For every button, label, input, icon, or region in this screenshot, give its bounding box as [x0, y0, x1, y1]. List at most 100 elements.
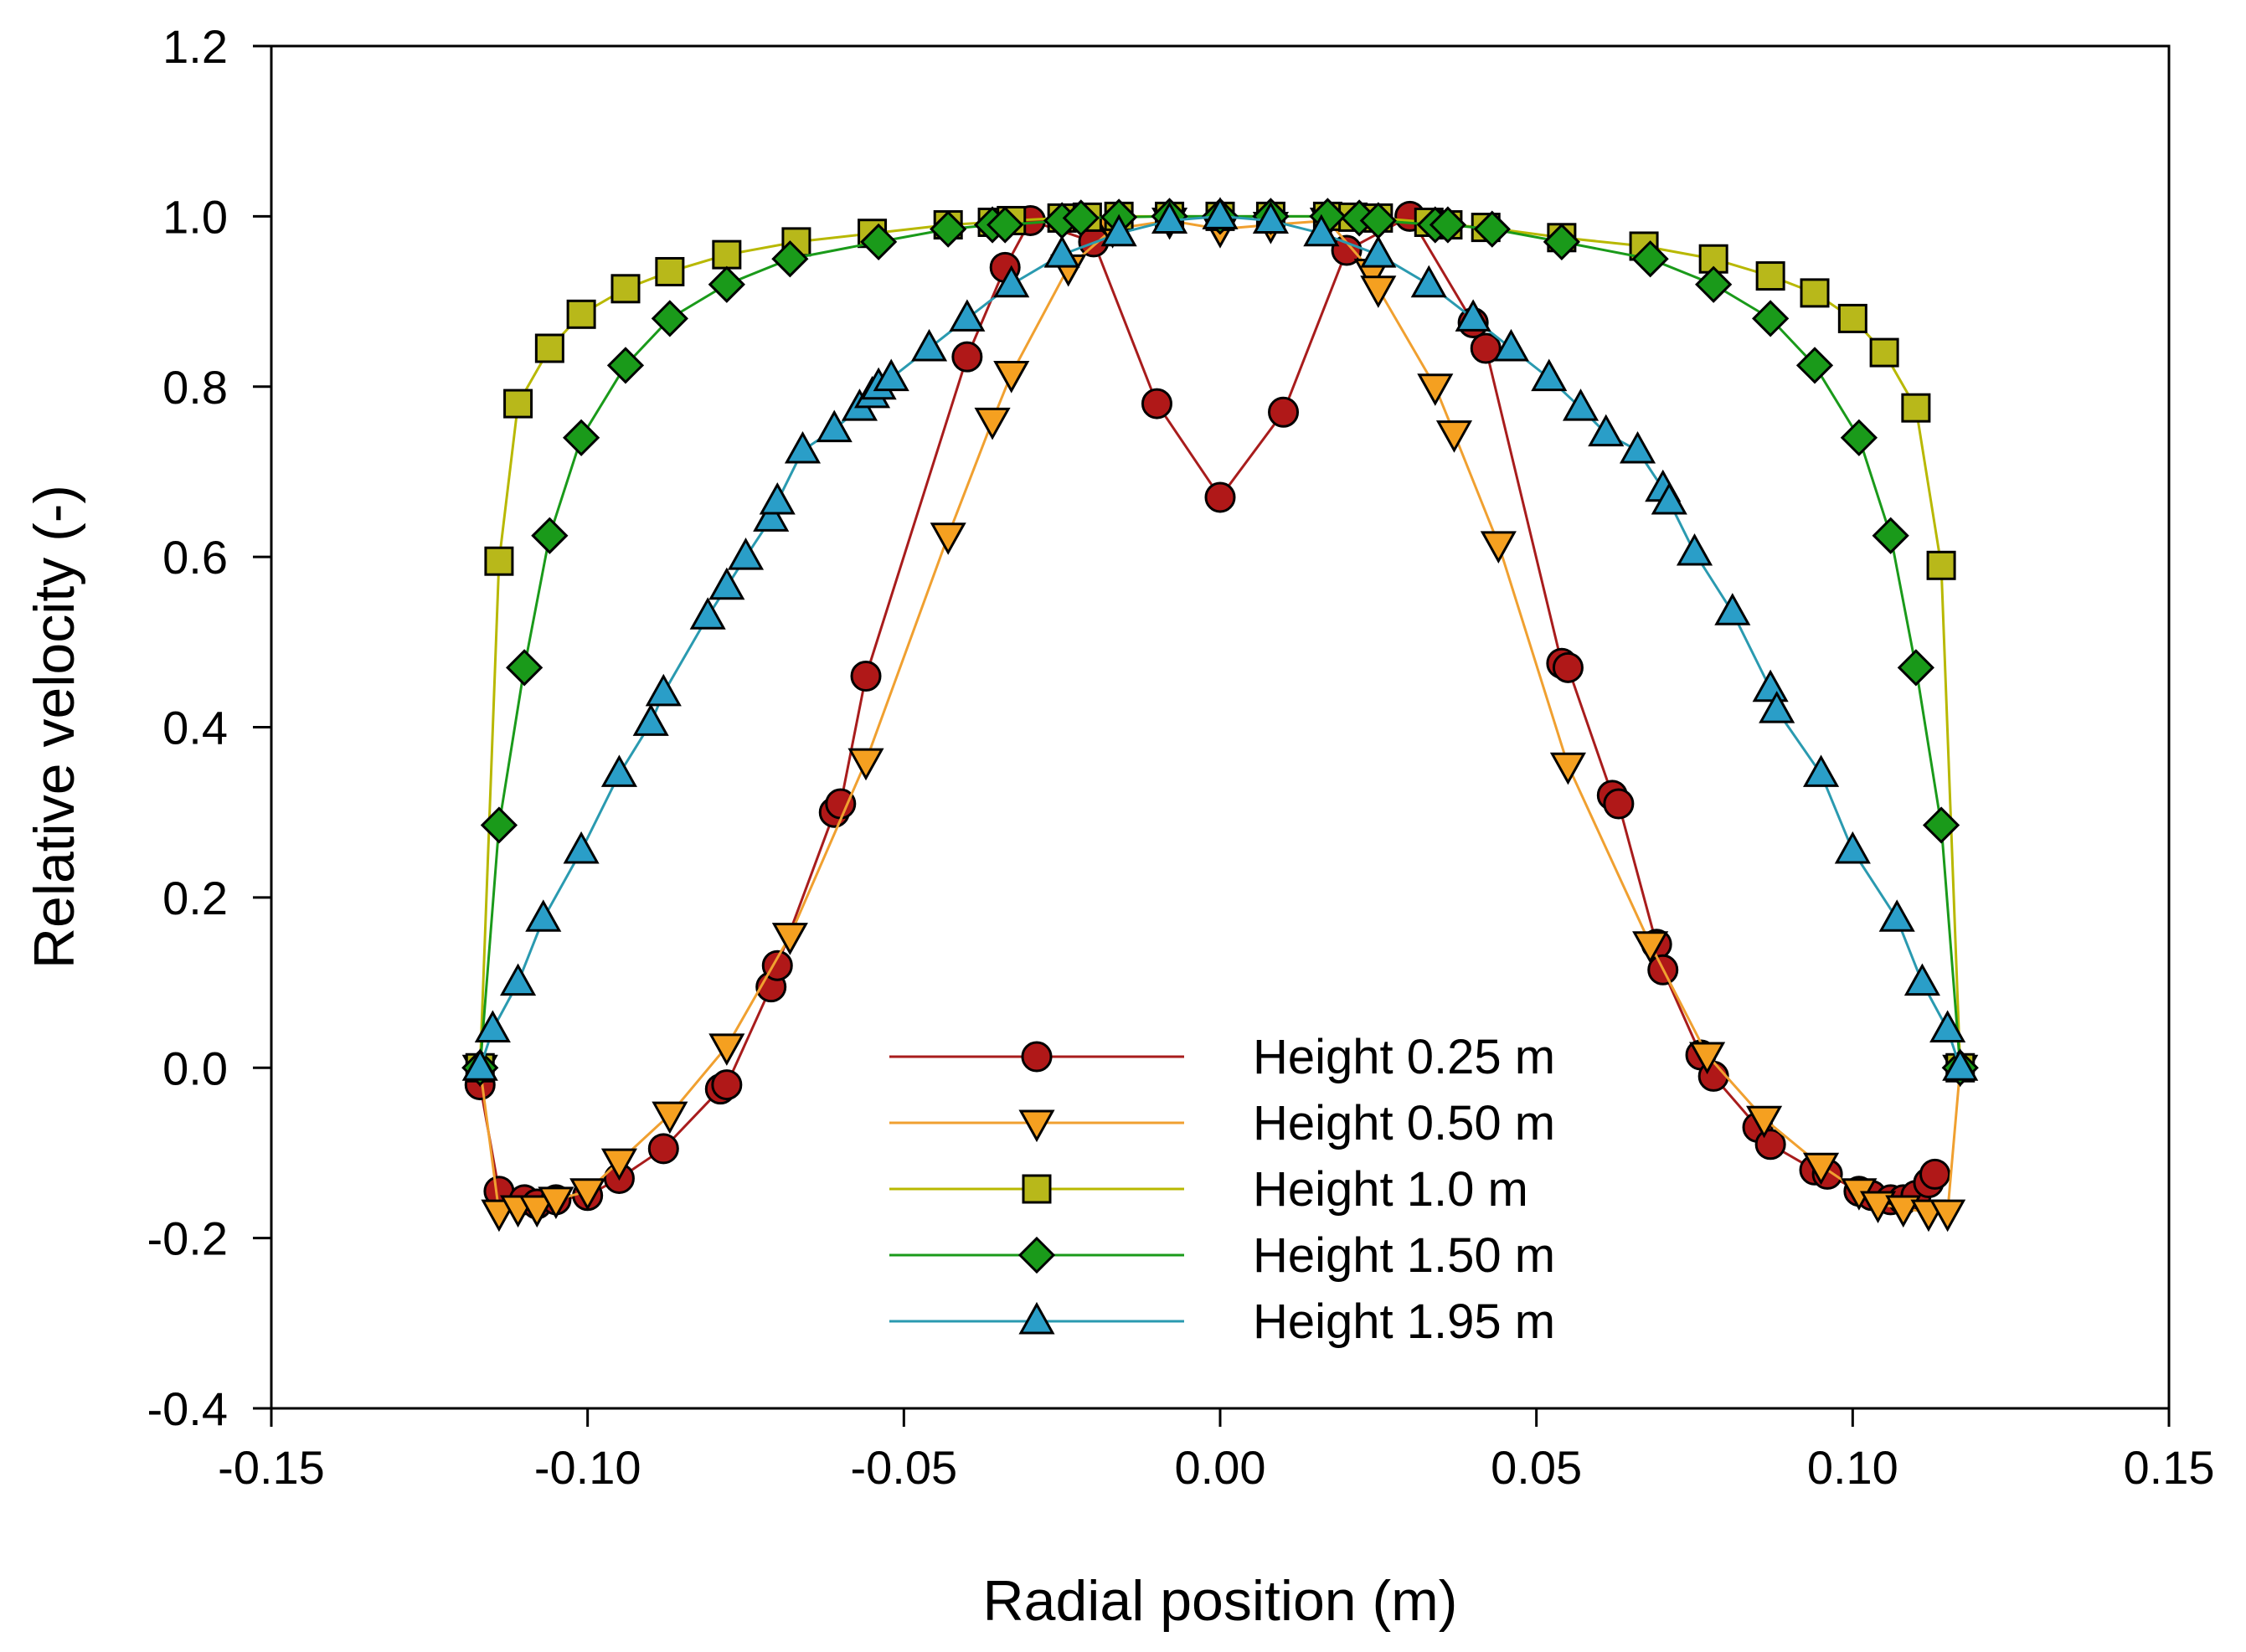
y-tick-label: 1.2	[162, 20, 228, 73]
legend-label: Height 1.95 m	[1253, 1294, 1555, 1349]
data-point	[753, 499, 790, 532]
series-5	[461, 197, 1979, 1081]
legend-item: Height 0.25 m	[889, 1030, 1555, 1084]
data-point	[1631, 240, 1669, 278]
data-point	[1759, 691, 1795, 723]
data-point	[771, 240, 809, 278]
y-tick-label: -0.2	[147, 1212, 229, 1265]
data-point	[1872, 517, 1909, 554]
data-series	[461, 197, 1979, 1233]
data-point	[1795, 347, 1834, 384]
data-point	[1903, 963, 1940, 996]
legend: Height 0.25 m Height 0.50 m Height 1.0 m He…	[889, 1030, 1555, 1349]
data-point	[645, 673, 682, 707]
data-point	[951, 341, 983, 373]
data-point	[569, 1178, 606, 1211]
y-tick-label: 0.6	[162, 531, 228, 584]
data-point	[816, 409, 853, 443]
legend-label: Height 1.0 m	[1253, 1162, 1528, 1217]
data-point	[1695, 265, 1733, 303]
data-point	[1252, 201, 1289, 234]
data-point	[1869, 337, 1899, 368]
data-point	[647, 1133, 679, 1165]
legend-item: Height 1.95 m	[889, 1294, 1555, 1349]
legend-marker	[1018, 1301, 1055, 1335]
data-point	[610, 274, 641, 304]
x-tick-label: 0.10	[1807, 1441, 1898, 1494]
data-point	[606, 347, 645, 384]
data-point	[1552, 651, 1584, 683]
data-point	[651, 300, 688, 337]
data-point	[1755, 261, 1785, 291]
legend-marker	[1021, 1041, 1053, 1073]
data-point	[1417, 373, 1454, 406]
data-point	[993, 360, 1030, 394]
data-point	[534, 333, 564, 363]
data-point	[1929, 1010, 1966, 1042]
y-axis-label: Relative velocity (-)	[23, 485, 86, 969]
x-tick-label: -0.10	[534, 1441, 641, 1494]
data-point	[1410, 265, 1447, 298]
data-point	[1588, 414, 1625, 447]
data-point	[930, 522, 966, 555]
data-point	[1470, 332, 1502, 364]
data-point	[949, 299, 986, 332]
data-point	[1455, 299, 1491, 332]
data-point	[1859, 1191, 1897, 1224]
data-point	[712, 239, 742, 270]
data-point	[1603, 788, 1635, 820]
data-point	[1043, 235, 1080, 268]
legend-item: Height 1.0 m	[889, 1162, 1528, 1217]
data-point	[771, 923, 808, 955]
data-point	[1151, 201, 1188, 234]
x-tick-label: 0.05	[1491, 1441, 1582, 1494]
data-point	[1746, 1105, 1783, 1139]
data-point	[873, 358, 909, 392]
data-point	[708, 567, 745, 600]
x-tick-label: 0.00	[1175, 1441, 1266, 1494]
data-point	[847, 748, 884, 781]
data-point	[1204, 481, 1236, 513]
data-point	[1549, 752, 1586, 785]
data-point	[930, 210, 967, 248]
data-point	[1676, 533, 1713, 566]
legend-label: Height 0.25 m	[1253, 1030, 1555, 1084]
x-tick-label: -0.15	[218, 1441, 325, 1494]
data-point	[759, 481, 796, 515]
data-point	[1752, 300, 1790, 337]
y-tick-label: 1.0	[162, 190, 228, 243]
data-point	[1754, 1129, 1786, 1161]
data-point	[563, 831, 600, 864]
data-point	[974, 407, 1011, 440]
data-point	[503, 389, 533, 419]
data-point	[1619, 430, 1656, 464]
data-point	[708, 1033, 745, 1066]
data-point	[1714, 593, 1751, 625]
data-point	[481, 1199, 518, 1233]
data-point	[1689, 1042, 1726, 1075]
data-point	[518, 1195, 555, 1228]
data-point	[531, 517, 569, 554]
data-point	[1435, 420, 1473, 453]
data-point	[1901, 393, 1931, 423]
data-point	[1752, 669, 1789, 702]
data-point	[986, 206, 1024, 244]
data-point	[1100, 214, 1137, 247]
data-point	[1942, 1048, 1979, 1081]
data-point	[1360, 235, 1397, 268]
legend-marker	[1017, 1236, 1056, 1274]
data-point	[461, 1048, 498, 1081]
data-point	[1429, 206, 1467, 244]
data-point	[993, 265, 1030, 298]
y-tick-label: 0.4	[162, 702, 228, 754]
data-point	[1840, 419, 1878, 456]
y-tick-label: 0.2	[162, 872, 228, 924]
data-point	[1360, 275, 1397, 308]
data-point	[1929, 1199, 1966, 1233]
x-axis: -0.15 -0.10 -0.05 0.00 0.05 0.10 0.15	[218, 1408, 2215, 1494]
data-point	[484, 546, 514, 576]
y-axis: -0.4 -0.2 0.0 0.2 0.4 0.6 0.8 1.0 1.2	[147, 20, 271, 1435]
data-point	[655, 256, 685, 286]
data-point	[1331, 234, 1363, 266]
